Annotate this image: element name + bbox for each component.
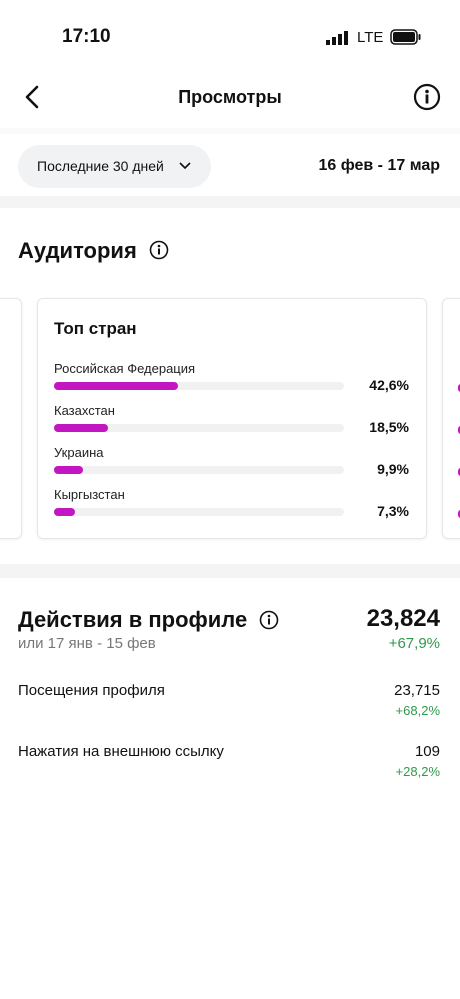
bar-track	[54, 466, 344, 474]
action-value: 109	[414, 743, 440, 760]
country-name: Кыргызстан	[54, 487, 125, 502]
action-change: +28,2%	[395, 764, 440, 779]
country-bar	[54, 424, 108, 432]
network-label: LTE	[357, 29, 384, 46]
country-name: Казахстан	[54, 403, 115, 418]
action-label: Нажатия на внешнюю ссылку	[18, 743, 224, 760]
action-label: Посещения профиля	[18, 682, 165, 699]
comparison-period: или 17 янв - 15 фев	[18, 635, 156, 652]
top-countries-card: Топ стран Российская Федерация 42,6% Казах…	[37, 298, 427, 539]
info-button[interactable]	[413, 83, 441, 111]
country-name: Российская Федерация	[54, 361, 196, 376]
actions-total: 23,824	[366, 605, 440, 632]
country-percent: 7,3%	[377, 503, 409, 519]
signal-icon	[326, 31, 348, 45]
action-value: 23,715	[394, 682, 440, 699]
country-bar	[54, 382, 178, 390]
next-card[interactable]	[442, 298, 460, 539]
divider	[0, 128, 460, 134]
bar-track	[54, 508, 344, 516]
battery-icon	[390, 29, 421, 45]
period-dropdown[interactable]	[18, 145, 211, 188]
country-bar	[54, 466, 83, 474]
action-change: +68,2%	[395, 703, 440, 718]
back-button[interactable]	[22, 84, 44, 110]
bar-track	[54, 424, 344, 432]
country-bar	[54, 508, 76, 516]
country-percent: 18,5%	[369, 419, 409, 435]
section-divider	[0, 196, 460, 208]
actions-title: Действия в профиле	[18, 607, 248, 632]
country-name: Украина	[54, 445, 104, 460]
audience-info[interactable]	[149, 240, 169, 260]
period-label: Последние 30 дней	[37, 158, 164, 174]
section-divider	[0, 564, 460, 578]
previous-card[interactable]	[0, 298, 22, 539]
status-time: 17:10	[62, 26, 111, 47]
country-percent: 9,9%	[377, 461, 409, 477]
chevron-icon	[179, 162, 191, 170]
card-title: Топ стран	[54, 319, 137, 338]
date-range: 16 фев - 17 мар	[318, 157, 440, 174]
country-percent: 42,6%	[369, 377, 409, 393]
audience-title: Аудитория	[18, 238, 137, 263]
actions-info[interactable]	[259, 610, 279, 630]
actions-change: +67,9%	[388, 635, 440, 652]
header-title: Просмотры	[178, 87, 282, 107]
bar-track	[54, 382, 344, 390]
